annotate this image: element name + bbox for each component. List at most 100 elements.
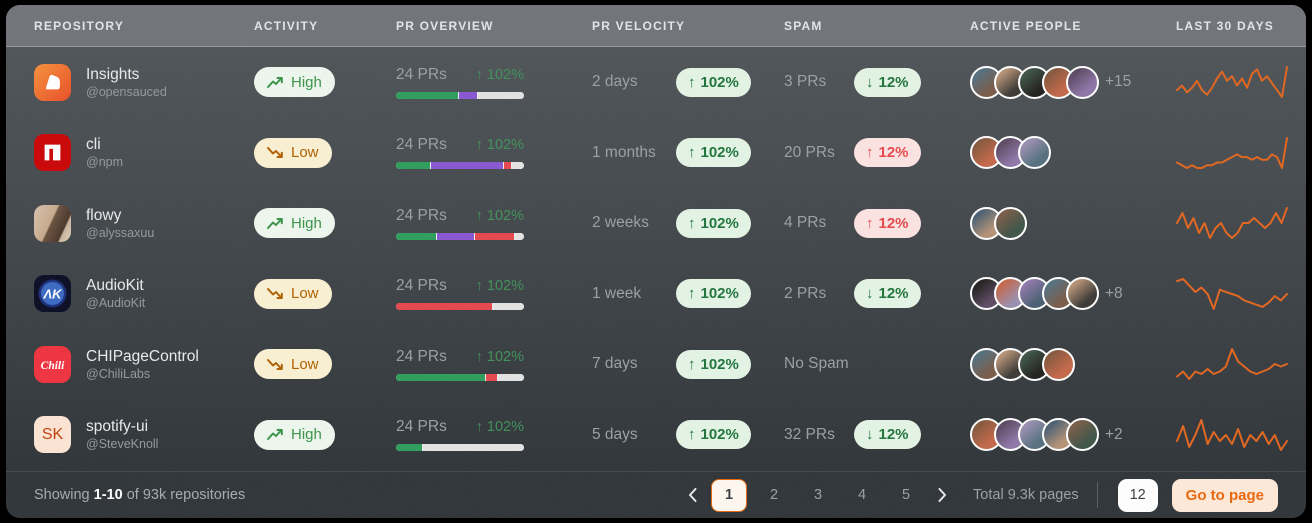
repository-cell: Chili CHIPageControl @ChiliLabs [34,345,254,383]
arrow-up-icon: ↑ [688,285,696,303]
avatar-stack [970,418,1099,452]
repository-org: @AudioKit [86,296,146,311]
repository-row[interactable]: Insights @opensauced High 24 PRs ↑ 102% … [6,47,1306,118]
repository-name: flowy [86,206,122,224]
showing-prefix: Showing [34,487,90,503]
spam-label: No Spam [784,355,849,373]
activity-badge: High [254,419,335,450]
pr-change-percent: ↑ 102% [475,419,524,436]
spam-label: 4 PRs [784,214,827,232]
pr-bar-segment-red [396,303,494,311]
activity-badge: Low [254,278,332,309]
pr-bar-segment-green [396,232,437,240]
spam-label: 32 PRs [784,425,835,443]
repository-logo [34,134,71,172]
repository-identity: CHIPageControl @ChiliLabs [86,347,199,382]
pr-bar-segment-green [396,91,459,99]
active-people-cell [970,347,1176,381]
active-people-cell [970,136,1176,170]
repository-org: @npm [86,155,124,170]
pr-status-bar [396,232,524,240]
spam-arrow-icon: ↓ [866,73,874,91]
pr-bar-segment-track [493,303,524,311]
pr-bar-segment-track [515,232,524,240]
person-avatar [994,206,1027,240]
repository-row[interactable]: SK spotify-ui @SteveKnoll High 24 PRs ↑ … [6,400,1306,471]
sparkline-chart [1176,207,1288,240]
repository-logo [34,63,71,101]
activity-label: Low [291,355,319,373]
spam-change-pill: ↓ 12% [854,67,921,97]
pr-status-bar [396,303,524,311]
page-number-1[interactable]: 1 [711,478,748,512]
trending-down-icon [267,358,283,370]
velocity-change-value: 102% [700,426,739,444]
last-30-days-sparkline [1176,346,1288,382]
page-number-3[interactable]: 3 [801,480,835,510]
velocity-change-value: 102% [700,214,739,232]
velocity-change-value: 102% [700,355,739,373]
pr-change-percent: ↑ 102% [475,207,524,224]
person-avatar [1018,136,1051,170]
repository-cell: ΛK AudioKit @AudioKit [34,275,254,313]
pr-bar-segment-green [396,373,486,381]
repository-cell: flowy @alyssaxuu [34,204,254,242]
column-header-pr-velocity: PR VELOCITY [592,18,686,33]
extra-people-count: +15 [1105,73,1132,91]
activity-label: Low [291,285,319,303]
showing-summary: Showing 1-10 of 93k repositories [34,487,245,503]
velocity-change-pill: ↑ 102% [676,420,751,450]
repository-org: @SteveKnoll [86,437,159,452]
velocity-label: 5 days [592,425,638,443]
arrow-up-icon: ↑ [688,214,696,232]
table-header: REPOSITORY ACTIVITY PR OVERVIEW PR VELOC… [6,5,1306,47]
repository-name: cli [86,136,101,154]
repository-logo [34,204,71,242]
column-header-pr-overview: PR OVERVIEW [396,18,494,33]
page-number-input[interactable] [1117,478,1158,512]
velocity-change-value: 102% [700,285,739,303]
pr-bar-segment-track [477,91,524,99]
pr-change-percent: ↑ 102% [475,137,524,154]
pr-bar-segment-purple [430,162,504,170]
activity-cell: Low [254,349,396,380]
spam-label: 3 PRs [784,73,827,91]
pr-bar-segment-green [396,444,423,452]
chevron-right-icon [938,488,946,502]
velocity-label: 1 week [592,284,642,302]
repository-identity: flowy @alyssaxuu [86,206,154,241]
spam-cell: 4 PRs ↑ 12% [784,208,970,238]
repository-row[interactable]: flowy @alyssaxuu High 24 PRs ↑ 102% 2 we… [6,188,1306,259]
go-to-page-button[interactable]: Go to page [1171,478,1278,512]
svg-text:Chili: Chili [41,360,65,372]
velocity-label: 2 days [592,73,638,91]
spam-arrow-icon: ↑ [866,214,874,232]
pr-change-percent: ↑ 102% [475,278,524,295]
extra-people-count: +8 [1105,284,1123,302]
repository-identity: cli @npm [86,135,123,170]
repository-row[interactable]: cli @npm Low 24 PRs ↑ 102% 1 months ↑ 102… [6,118,1306,189]
repository-name: spotify-ui [86,418,149,436]
repositories-table-card: REPOSITORY ACTIVITY PR OVERVIEW PR VELOC… [6,5,1306,518]
chevron-left-icon [688,488,697,502]
page-number-4[interactable]: 4 [845,480,879,510]
pr-status-bar [396,162,524,170]
next-page-button[interactable] [927,480,957,510]
velocity-change-pill: ↑ 102% [676,208,751,238]
column-header-last-30-days: LAST 30 DAYS [1176,18,1274,33]
spam-change-value: 12% [878,426,909,444]
showing-range: 1-10 [93,487,123,503]
trending-up-icon [267,429,283,441]
pr-status-bar [396,373,524,381]
page-number-2[interactable]: 2 [757,480,791,510]
person-avatar [1042,347,1075,381]
sparkline-chart [1176,277,1288,310]
repository-row[interactable]: Chili CHIPageControl @ChiliLabs Low 24 P… [6,329,1306,400]
active-people-cell: +8 [970,277,1176,311]
page-number-5[interactable]: 5 [889,480,923,510]
pr-change-percent: ↑ 102% [475,66,524,83]
repository-row[interactable]: ΛK AudioKit @AudioKit Low 24 PRs ↑ 102% [6,259,1306,330]
spam-cell: 20 PRs ↑ 12% [784,138,970,168]
previous-page-button[interactable] [677,480,707,510]
